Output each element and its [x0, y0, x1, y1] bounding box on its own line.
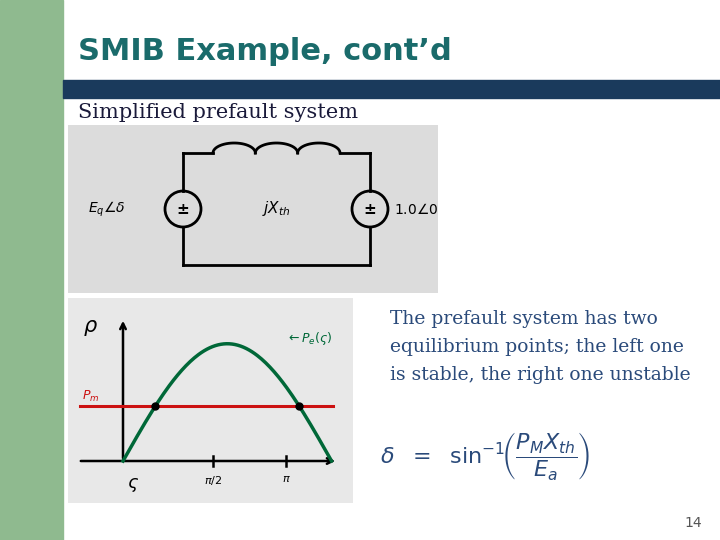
Text: $P_m$: $P_m$: [82, 389, 99, 404]
Text: The prefault system has two: The prefault system has two: [390, 310, 658, 328]
Text: is stable, the right one unstable: is stable, the right one unstable: [390, 366, 690, 384]
Text: $\varsigma$: $\varsigma$: [127, 476, 139, 494]
Text: $\leftarrow P_e(\varsigma)$: $\leftarrow P_e(\varsigma)$: [287, 330, 333, 347]
Text: $jX_{th}$: $jX_{th}$: [262, 199, 291, 219]
Text: $\delta \ \ = \ \ \sin^{-1}\!\!\left(\dfrac{P_M X_{th}}{E_a}\right)$: $\delta \ \ = \ \ \sin^{-1}\!\!\left(\df…: [380, 430, 590, 482]
Text: $1.0\angle 0$: $1.0\angle 0$: [394, 201, 438, 217]
Bar: [68, 298, 353, 503]
Text: $\pi$: $\pi$: [282, 474, 291, 484]
Text: ±: ±: [364, 201, 377, 217]
Text: 14: 14: [685, 516, 702, 530]
Bar: [63, 80, 720, 98]
Text: Simplified prefault system: Simplified prefault system: [78, 103, 358, 122]
Text: ±: ±: [176, 201, 189, 217]
Text: SMIB Example, cont’d: SMIB Example, cont’d: [78, 37, 451, 66]
Text: equilibrium points; the left one: equilibrium points; the left one: [390, 338, 684, 356]
Bar: [68, 125, 438, 293]
Bar: [0, 0, 63, 540]
Text: $\rho$: $\rho$: [83, 318, 98, 338]
Text: $\pi/2$: $\pi/2$: [204, 474, 222, 487]
Text: $E_q\angle\delta$: $E_q\angle\delta$: [88, 199, 125, 219]
